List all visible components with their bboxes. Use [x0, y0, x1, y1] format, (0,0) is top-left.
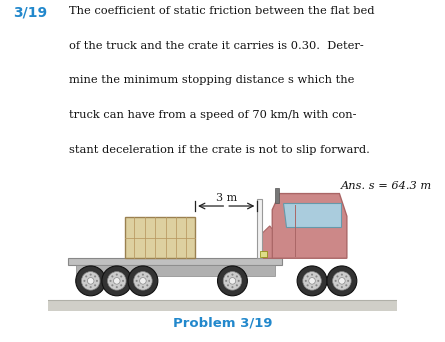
Circle shape: [231, 274, 234, 276]
Circle shape: [138, 275, 140, 277]
Circle shape: [85, 284, 87, 286]
Circle shape: [116, 274, 118, 276]
Circle shape: [238, 280, 240, 282]
Circle shape: [225, 280, 227, 282]
Circle shape: [140, 278, 146, 284]
Polygon shape: [260, 226, 272, 258]
Circle shape: [89, 286, 92, 288]
Text: of the truck and the crate it carries is 0.30.  Deter-: of the truck and the crate it carries is…: [69, 41, 364, 51]
Circle shape: [305, 280, 307, 282]
Circle shape: [111, 284, 113, 286]
Circle shape: [113, 278, 120, 284]
Circle shape: [111, 275, 113, 277]
Circle shape: [231, 286, 234, 288]
Circle shape: [317, 280, 320, 282]
Circle shape: [335, 280, 337, 282]
Bar: [275, 188, 279, 203]
Circle shape: [336, 275, 339, 277]
Circle shape: [341, 274, 343, 276]
Circle shape: [236, 275, 238, 277]
Circle shape: [345, 275, 348, 277]
Circle shape: [311, 274, 313, 276]
Circle shape: [108, 272, 126, 290]
Text: stant deceleration if the crate is not to slip forward.: stant deceleration if the crate is not t…: [69, 145, 370, 155]
Circle shape: [347, 280, 349, 282]
Text: mine the minimum stopping distance s which the: mine the minimum stopping distance s whi…: [69, 75, 354, 86]
Text: Problem 3/19: Problem 3/19: [173, 317, 272, 330]
Bar: [68, 258, 282, 265]
Text: 3/19: 3/19: [13, 6, 48, 20]
Text: Ans. s = 64.3 m: Ans. s = 64.3 m: [340, 182, 432, 192]
Circle shape: [89, 274, 92, 276]
Circle shape: [76, 266, 105, 296]
Circle shape: [227, 275, 229, 277]
Circle shape: [223, 272, 242, 290]
Circle shape: [307, 275, 309, 277]
Text: 3 m: 3 m: [216, 193, 237, 203]
Circle shape: [332, 272, 351, 290]
Circle shape: [102, 266, 132, 296]
Circle shape: [236, 284, 238, 286]
Circle shape: [341, 286, 343, 288]
Circle shape: [146, 284, 148, 286]
Circle shape: [94, 284, 96, 286]
Circle shape: [134, 272, 152, 290]
Circle shape: [85, 275, 87, 277]
Circle shape: [227, 284, 229, 286]
Polygon shape: [283, 203, 340, 227]
Circle shape: [339, 278, 345, 284]
Circle shape: [138, 284, 140, 286]
Circle shape: [116, 286, 118, 288]
Circle shape: [316, 284, 318, 286]
Bar: [125, 217, 195, 258]
Circle shape: [83, 280, 85, 282]
Circle shape: [122, 280, 124, 282]
Circle shape: [309, 278, 316, 284]
Bar: [76, 265, 275, 276]
Circle shape: [94, 275, 96, 277]
Circle shape: [120, 275, 122, 277]
Circle shape: [120, 284, 122, 286]
Bar: [260, 251, 267, 257]
Polygon shape: [272, 194, 347, 258]
Circle shape: [218, 266, 247, 296]
Circle shape: [142, 274, 144, 276]
Circle shape: [87, 278, 94, 284]
Circle shape: [148, 280, 150, 282]
Circle shape: [81, 272, 100, 290]
Circle shape: [128, 266, 158, 296]
Circle shape: [109, 280, 112, 282]
Text: truck can have from a speed of 70 km/h with con-: truck can have from a speed of 70 km/h w…: [69, 110, 356, 120]
Circle shape: [146, 275, 148, 277]
Circle shape: [345, 284, 348, 286]
Circle shape: [142, 286, 144, 288]
Circle shape: [303, 272, 321, 290]
Text: The coefficient of static friction between the flat bed: The coefficient of static friction betwe…: [69, 6, 375, 16]
Circle shape: [297, 266, 327, 296]
Circle shape: [336, 284, 339, 286]
Circle shape: [316, 275, 318, 277]
Circle shape: [307, 284, 309, 286]
Circle shape: [229, 278, 236, 284]
Bar: [257, 199, 262, 258]
Circle shape: [311, 286, 313, 288]
Circle shape: [327, 266, 357, 296]
Circle shape: [96, 280, 98, 282]
Bar: [49, 300, 396, 311]
Circle shape: [136, 280, 138, 282]
